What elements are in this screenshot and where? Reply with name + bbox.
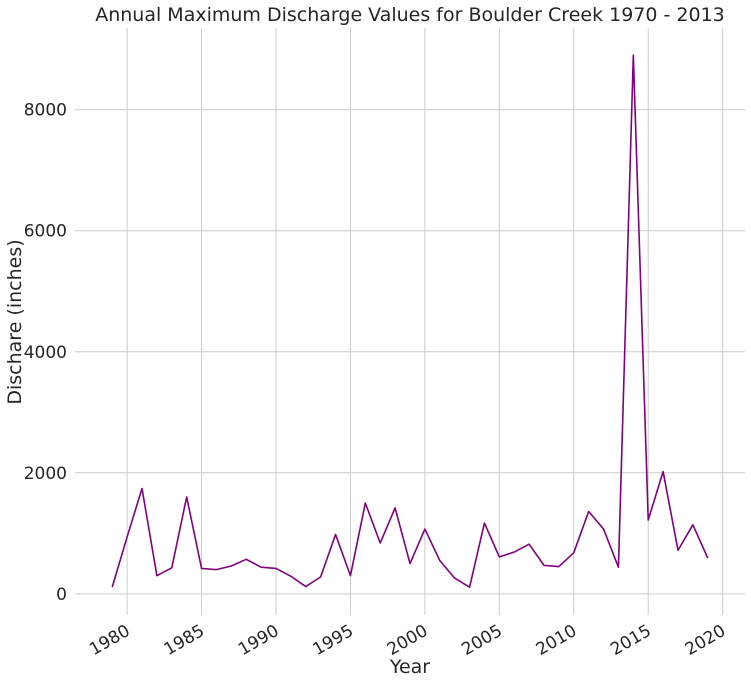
y-tick-labels: 0 2000 4000 6000 8000 <box>24 101 67 605</box>
x-tick-label: 2005 <box>458 621 505 660</box>
y-tick-label: 6000 <box>24 222 67 242</box>
y-tick-label: 0 <box>56 585 67 605</box>
x-tick-label: 2015 <box>607 621 654 660</box>
x-gridlines <box>126 28 724 615</box>
y-tick-label: 8000 <box>24 101 67 121</box>
x-tick-label: 2020 <box>682 621 729 660</box>
y-gridlines <box>75 109 745 595</box>
plot-background <box>75 28 745 615</box>
x-axis-title: Year <box>389 656 430 678</box>
x-tick-label: 1985 <box>161 621 208 660</box>
x-tick-label: 1995 <box>309 621 356 660</box>
x-tick-label: 1980 <box>86 621 133 660</box>
discharge-series-line <box>111 54 709 588</box>
y-tick-label: 4000 <box>24 343 67 363</box>
chart-title: Annual Maximum Discharge Values for Boul… <box>95 4 725 26</box>
y-tick-label: 2000 <box>24 464 67 484</box>
x-tick-labels: 1980 1985 1990 1995 2000 2005 2010 2015 2020 <box>86 621 729 660</box>
y-axis-title: Dischare (inches) <box>4 239 26 404</box>
x-tick-label: 2000 <box>384 621 431 660</box>
x-tick-label: 1990 <box>235 621 282 660</box>
x-tick-label: 2010 <box>533 621 580 660</box>
